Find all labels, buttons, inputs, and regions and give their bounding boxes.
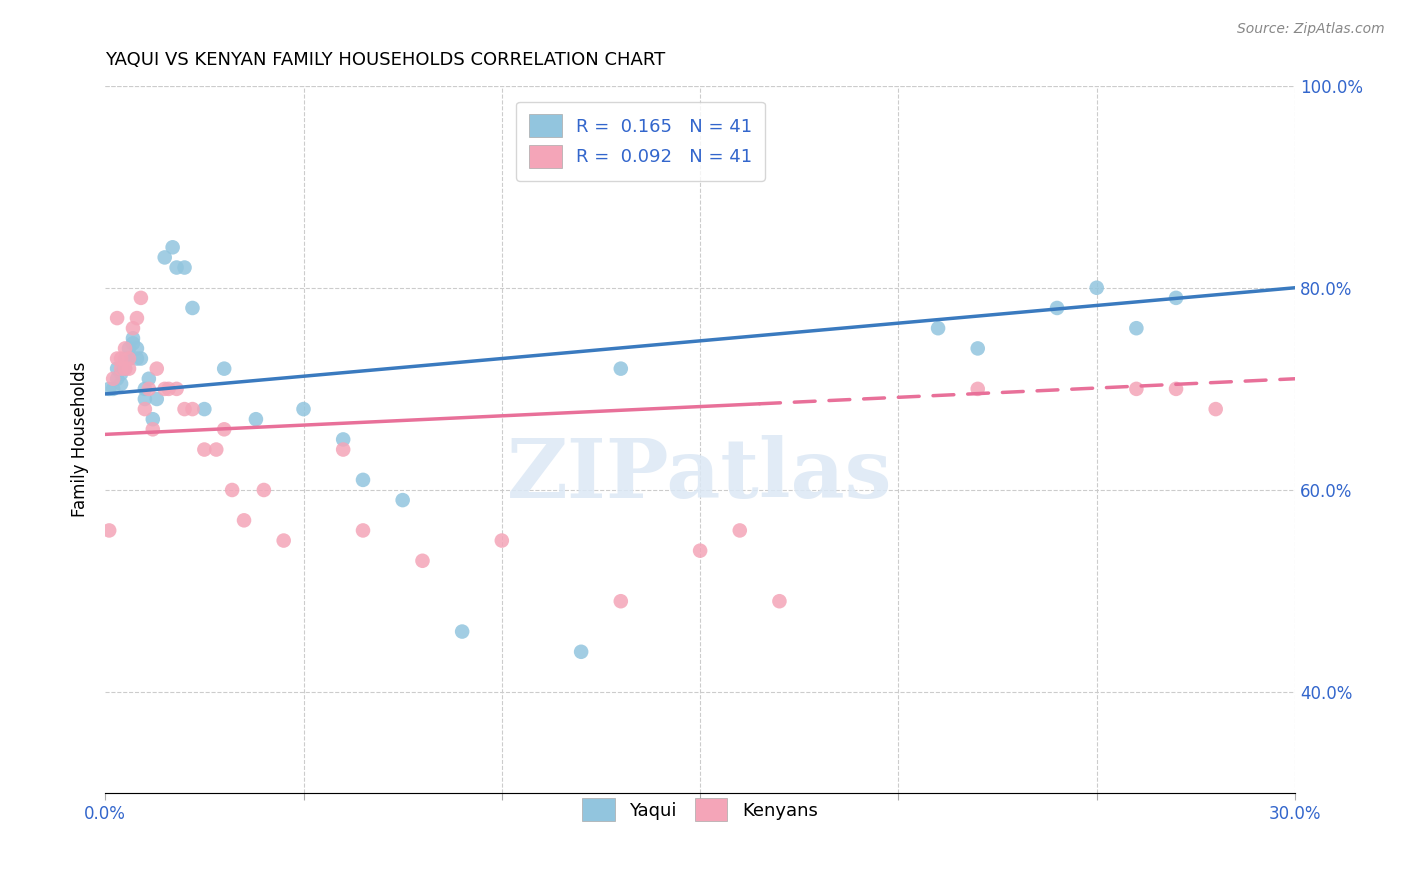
Point xyxy=(101,372,124,386)
Point xyxy=(142,412,165,426)
Point xyxy=(411,554,433,568)
Point xyxy=(118,361,141,376)
Point xyxy=(181,402,204,417)
Point xyxy=(193,442,215,457)
Point xyxy=(491,533,513,548)
Text: ZIPatlas: ZIPatlas xyxy=(508,434,893,515)
Point xyxy=(114,361,136,376)
Point xyxy=(352,524,374,538)
Point xyxy=(162,240,184,254)
Point xyxy=(110,367,132,381)
Point xyxy=(122,321,145,335)
Point xyxy=(98,382,121,396)
Point xyxy=(110,376,132,391)
Point xyxy=(114,342,136,356)
Point xyxy=(129,291,152,305)
Point xyxy=(927,321,949,335)
Point xyxy=(332,433,354,447)
Point xyxy=(129,351,152,366)
Point xyxy=(233,513,256,527)
Point xyxy=(105,351,128,366)
Point xyxy=(1046,301,1069,315)
Point xyxy=(134,382,156,396)
Legend: Yaqui, Kenyans: Yaqui, Kenyans xyxy=(569,785,831,834)
Point xyxy=(118,351,141,366)
Point xyxy=(125,311,148,326)
Point xyxy=(1125,382,1147,396)
Point xyxy=(114,351,136,366)
Point xyxy=(153,251,176,265)
Point xyxy=(352,473,374,487)
Point xyxy=(193,402,215,417)
Point xyxy=(122,336,145,351)
Point xyxy=(125,351,148,366)
Point xyxy=(138,382,160,396)
Point xyxy=(105,361,128,376)
Point xyxy=(689,543,711,558)
Point xyxy=(173,402,195,417)
Point xyxy=(245,412,267,426)
Point xyxy=(173,260,195,275)
Point xyxy=(1085,281,1108,295)
Point xyxy=(273,533,295,548)
Point xyxy=(292,402,315,417)
Point xyxy=(110,351,132,366)
Text: Source: ZipAtlas.com: Source: ZipAtlas.com xyxy=(1237,22,1385,37)
Point xyxy=(212,361,235,376)
Point xyxy=(212,422,235,436)
Point xyxy=(966,342,988,356)
Point xyxy=(253,483,276,497)
Point xyxy=(134,402,156,417)
Point xyxy=(101,382,124,396)
Point xyxy=(157,382,180,396)
Point xyxy=(332,442,354,457)
Point xyxy=(118,342,141,356)
Point xyxy=(166,382,188,396)
Point xyxy=(146,392,169,406)
Point xyxy=(1125,321,1147,335)
Point xyxy=(728,524,751,538)
Point xyxy=(118,351,141,366)
Point xyxy=(610,594,633,608)
Point xyxy=(153,382,176,396)
Point xyxy=(110,361,132,376)
Point xyxy=(122,331,145,345)
Point xyxy=(134,392,156,406)
Point xyxy=(569,645,592,659)
Point xyxy=(125,342,148,356)
Point xyxy=(391,493,413,508)
Point xyxy=(114,361,136,376)
Point xyxy=(610,361,633,376)
Point xyxy=(451,624,474,639)
Text: YAQUI VS KENYAN FAMILY HOUSEHOLDS CORRELATION CHART: YAQUI VS KENYAN FAMILY HOUSEHOLDS CORREL… xyxy=(105,51,665,69)
Point xyxy=(1205,402,1227,417)
Point xyxy=(181,301,204,315)
Point xyxy=(98,524,121,538)
Y-axis label: Family Households: Family Households xyxy=(72,362,89,517)
Point xyxy=(966,382,988,396)
Point xyxy=(146,361,169,376)
Point xyxy=(166,260,188,275)
Point xyxy=(221,483,243,497)
Point xyxy=(768,594,790,608)
Point xyxy=(1164,291,1187,305)
Point xyxy=(205,442,228,457)
Point xyxy=(105,311,128,326)
Point xyxy=(142,422,165,436)
Point xyxy=(1164,382,1187,396)
Point xyxy=(105,372,128,386)
Point xyxy=(138,372,160,386)
